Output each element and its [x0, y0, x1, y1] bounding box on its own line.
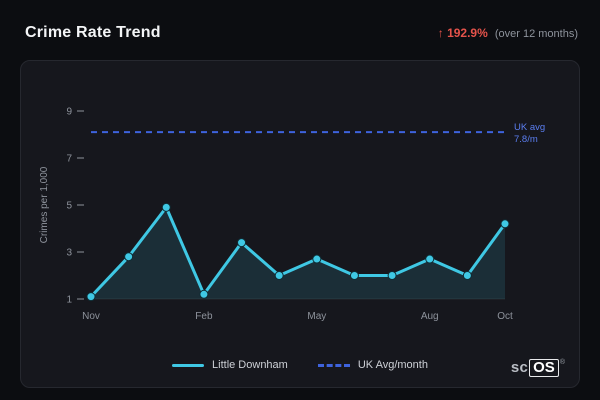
registered-mark: ® [559, 359, 565, 366]
logo-suffix: OS [529, 359, 559, 377]
legend-item-little-downham[interactable]: Little Downham [172, 359, 288, 371]
change-value: ↑ 192.9% [437, 26, 488, 40]
legend: Little Downham UK Avg/month [21, 359, 579, 371]
up-arrow-icon: ↑ [437, 26, 444, 40]
logo-prefix: sc [510, 359, 529, 376]
page-title: Crime Rate Trend [25, 24, 161, 41]
chart-card: 1 3 5 7 9 Nov Feb May Aug Oct UK avg 7.8/m Crimes pe… [20, 60, 580, 388]
svg-text:Oct: Oct [497, 311, 513, 322]
change-stat: ↑ 192.9% (over 12 months) [438, 26, 578, 40]
svg-text:7: 7 [66, 154, 72, 165]
solid-line-swatch [172, 363, 205, 367]
svg-text:Aug: Aug [421, 311, 439, 322]
dashed-line-swatch [317, 363, 350, 367]
svg-text:5: 5 [66, 201, 72, 212]
svg-text:May: May [307, 311, 326, 322]
chart-area: 1 3 5 7 9 Nov Feb May Aug Oct UK avg 7.8/m Crimes pe… [21, 71, 579, 323]
svg-text:Crimes per 1,000: Crimes per 1,000 [39, 166, 50, 243]
legend-label: UK Avg/month [357, 359, 428, 371]
svg-text:3: 3 [66, 248, 72, 259]
svg-text:Nov: Nov [82, 311, 100, 322]
legend-item-uk-avg[interactable]: UK Avg/month [317, 359, 428, 371]
scos-logo: sc OS ® [511, 359, 565, 377]
legend-label: Little Downham [212, 359, 288, 371]
svg-text:7.8/m: 7.8/m [514, 134, 538, 145]
svg-text:9: 9 [66, 107, 72, 118]
change-period: (over 12 months) [494, 28, 578, 40]
svg-text:Feb: Feb [195, 311, 213, 322]
svg-text:1: 1 [66, 295, 72, 306]
header: Crime Rate Trend ↑ 192.9% (over 12 month… [25, 24, 578, 42]
svg-text:UK avg: UK avg [514, 122, 545, 133]
